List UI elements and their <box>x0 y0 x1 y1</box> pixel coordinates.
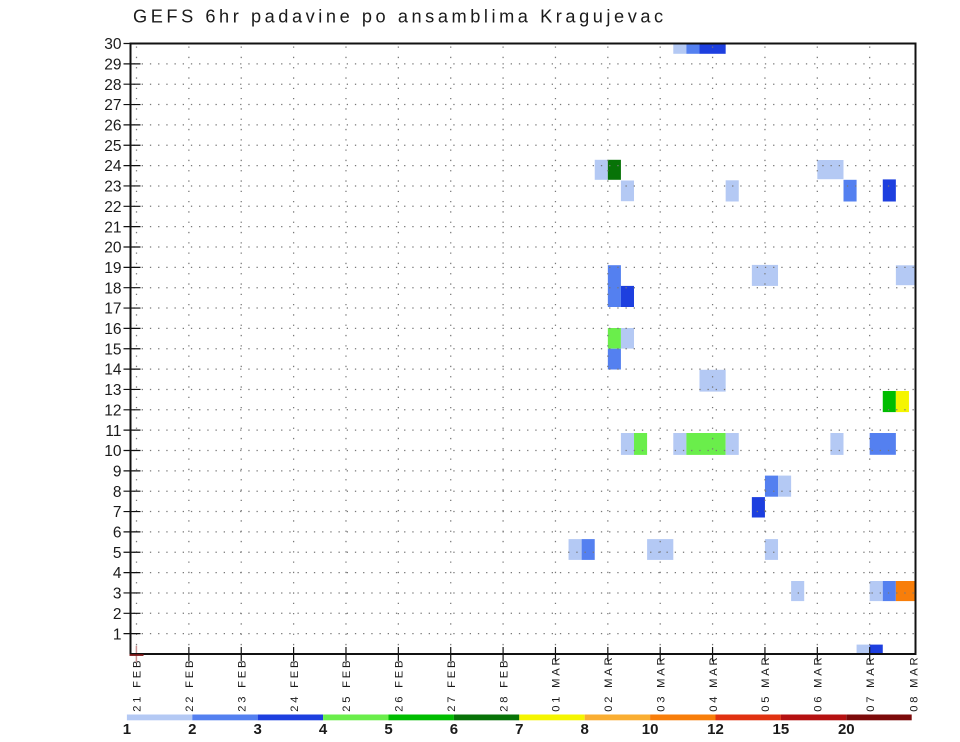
svg-text:12: 12 <box>104 402 121 419</box>
svg-text:12: 12 <box>707 721 724 738</box>
svg-text:1: 1 <box>123 721 131 738</box>
svg-text:3: 3 <box>113 586 122 603</box>
svg-text:7: 7 <box>515 721 523 738</box>
svg-text:15: 15 <box>104 341 121 358</box>
svg-text:07 MAR: 07 MAR <box>865 655 877 712</box>
svg-text:05 MAR: 05 MAR <box>760 655 772 712</box>
svg-text:3: 3 <box>254 721 262 738</box>
svg-text:27: 27 <box>104 97 121 114</box>
svg-text:1: 1 <box>113 626 122 643</box>
svg-text:26 FEB: 26 FEB <box>394 658 406 712</box>
svg-text:15: 15 <box>773 721 790 738</box>
svg-text:5: 5 <box>113 545 122 562</box>
svg-text:22: 22 <box>104 199 121 216</box>
svg-text:5: 5 <box>384 721 392 738</box>
svg-text:20: 20 <box>838 721 855 738</box>
svg-text:28: 28 <box>104 77 121 94</box>
svg-text:23 FEB: 23 FEB <box>236 658 248 712</box>
svg-text:13: 13 <box>104 382 121 399</box>
svg-text:24: 24 <box>104 158 122 175</box>
svg-text:24 FEB: 24 FEB <box>289 658 301 712</box>
svg-text:9: 9 <box>113 463 122 480</box>
svg-text:04 MAR: 04 MAR <box>708 655 720 712</box>
svg-text:20: 20 <box>104 240 122 257</box>
svg-text:29: 29 <box>104 56 121 73</box>
svg-text:03 MAR: 03 MAR <box>655 655 667 712</box>
svg-text:10: 10 <box>642 721 659 738</box>
svg-text:08 MAR: 08 MAR <box>909 655 921 712</box>
svg-text:23: 23 <box>104 179 121 196</box>
svg-text:02 MAR: 02 MAR <box>603 655 615 712</box>
svg-text:7: 7 <box>113 504 122 521</box>
svg-text:28 FEB: 28 FEB <box>498 658 510 712</box>
svg-text:17: 17 <box>104 301 121 318</box>
svg-text:8: 8 <box>581 721 589 738</box>
svg-text:8: 8 <box>113 484 122 501</box>
svg-text:2: 2 <box>188 721 196 738</box>
svg-text:22 FEB: 22 FEB <box>184 658 196 712</box>
svg-text:21: 21 <box>104 219 121 236</box>
svg-text:16: 16 <box>104 321 121 338</box>
svg-text:6: 6 <box>450 721 458 738</box>
svg-text:06 MAR: 06 MAR <box>813 655 825 712</box>
svg-text:10: 10 <box>104 443 122 460</box>
svg-text:6: 6 <box>113 525 122 542</box>
svg-text:4: 4 <box>319 721 328 738</box>
svg-text:19: 19 <box>104 260 121 277</box>
svg-text:18: 18 <box>104 280 121 297</box>
svg-text:4: 4 <box>113 565 122 582</box>
svg-text:25 FEB: 25 FEB <box>341 658 353 712</box>
svg-text:21 FEB: 21 FEB <box>132 658 144 712</box>
svg-text:2: 2 <box>113 606 122 623</box>
svg-text:14: 14 <box>104 362 122 379</box>
svg-text:25: 25 <box>104 138 121 155</box>
svg-text:11: 11 <box>105 423 121 440</box>
svg-text:26: 26 <box>104 118 121 135</box>
svg-text:30: 30 <box>104 36 122 53</box>
svg-text:27 FEB: 27 FEB <box>446 658 458 712</box>
svg-text:GEFS 6hr padavine po ansamblim: GEFS 6hr padavine po ansamblima Kragujev… <box>133 6 667 26</box>
svg-text:01 MAR: 01 MAR <box>551 655 563 712</box>
